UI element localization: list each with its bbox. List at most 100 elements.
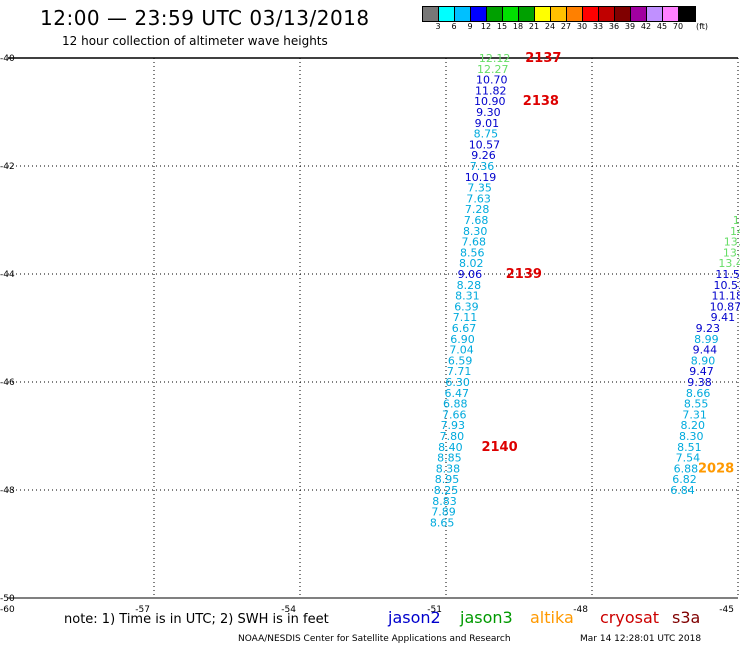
data-label-altika: 8.66 bbox=[686, 387, 711, 400]
chart-subtitle: 12 hour collection of altimeter wave hei… bbox=[62, 34, 328, 48]
data-label-altika: 7.31 bbox=[682, 408, 707, 421]
data-label-jason2: 8.31 bbox=[455, 290, 480, 303]
legend-swatch bbox=[567, 7, 583, 21]
data-label-altika: 13.7 bbox=[723, 246, 740, 259]
data-label-jason2: 7.35 bbox=[467, 182, 492, 195]
data-label-jason2: 8.28 bbox=[457, 279, 482, 292]
data-label-jason2: 10.70 bbox=[476, 74, 508, 87]
x-tick-label: -48 bbox=[573, 605, 588, 615]
legend-swatch bbox=[663, 7, 679, 21]
data-label-altika: 9.47 bbox=[689, 365, 714, 378]
y-tick-label: -46 bbox=[0, 378, 15, 388]
legend-swatch bbox=[519, 7, 535, 21]
data-label-jason2: 8.56 bbox=[460, 246, 485, 259]
data-label-jason2: 7.11 bbox=[453, 311, 478, 324]
pass-label-jason2: 2138 bbox=[523, 94, 559, 109]
legend-label: 27 bbox=[560, 22, 572, 31]
data-label-jason2: 11.82 bbox=[475, 84, 507, 97]
legend-label: 9 bbox=[467, 22, 473, 31]
legend-label: 30 bbox=[576, 22, 588, 31]
data-label-jason2: 7.36 bbox=[470, 160, 495, 173]
data-label-altika: 6.84 bbox=[670, 484, 695, 497]
satellite-label-s3a: s3a bbox=[672, 608, 701, 627]
x-tick-label: -57 bbox=[135, 605, 150, 615]
data-label-jason2: 6.67 bbox=[452, 322, 477, 335]
y-tick-label: -50 bbox=[0, 594, 15, 604]
data-label-jason2: 9.26 bbox=[471, 149, 496, 162]
legend-swatch bbox=[647, 7, 663, 21]
data-label-jason2: 8.38 bbox=[436, 462, 461, 475]
data-label-jason2: 6.39 bbox=[454, 300, 479, 313]
data-label-altika: 8.90 bbox=[691, 354, 716, 367]
data-label-jason2: 9.30 bbox=[476, 106, 501, 119]
data-label-jason2: 6.90 bbox=[450, 333, 475, 346]
legend-label: 21 bbox=[528, 22, 540, 31]
pass-label-jason2: 2139 bbox=[506, 267, 542, 282]
data-label-jason2: 7.71 bbox=[447, 365, 472, 378]
legend-label: 3 bbox=[435, 22, 441, 31]
legend-swatch bbox=[471, 7, 487, 21]
x-tick-label: -45 bbox=[719, 605, 734, 615]
data-label-jason2: 7.80 bbox=[440, 430, 465, 443]
legend-label: 24 bbox=[544, 22, 556, 31]
y-tick-label: -40 bbox=[0, 54, 15, 64]
legend-label: 45 bbox=[656, 22, 668, 31]
data-label-jason2: 6.47 bbox=[444, 387, 469, 400]
data-label-altika: 13.45 bbox=[718, 257, 740, 270]
legend-label: 36 bbox=[608, 22, 620, 31]
credit-text: NOAA/NESDIS Center for Satellite Applica… bbox=[238, 634, 511, 644]
legend-swatch bbox=[455, 7, 471, 21]
data-label-jason2: 6.30 bbox=[445, 376, 470, 389]
legend-swatch bbox=[583, 7, 599, 21]
legend-label: 70 bbox=[672, 22, 684, 31]
data-label-jason2: 12.27 bbox=[477, 63, 509, 76]
y-tick-label: -44 bbox=[0, 270, 15, 280]
legend-label: 6 bbox=[451, 22, 457, 31]
satellite-label-cryosat: cryosat bbox=[600, 608, 660, 627]
y-tick-label: -42 bbox=[0, 162, 15, 172]
data-label-altika: 1. bbox=[733, 214, 740, 227]
y-tick-label: -48 bbox=[0, 486, 15, 496]
legend-swatch bbox=[487, 7, 503, 21]
corner-label: -60 bbox=[0, 605, 15, 615]
data-label-jason2: 8.02 bbox=[459, 257, 484, 270]
data-label-altika: 9.41 bbox=[711, 311, 736, 324]
data-label-jason2: 10.90 bbox=[474, 95, 506, 108]
data-label-jason2: 12.12 bbox=[479, 52, 511, 65]
data-label-altika: 11.59 bbox=[715, 268, 740, 281]
legend-swatch bbox=[599, 7, 615, 21]
legend-label: 39 bbox=[624, 22, 636, 31]
data-label-jason2: 7.66 bbox=[442, 408, 467, 421]
legend-swatch bbox=[439, 7, 455, 21]
legend-label: 33 bbox=[592, 22, 604, 31]
legend-label: 15 bbox=[496, 22, 508, 31]
data-label-altika: 8.99 bbox=[694, 333, 719, 346]
satellite-label-jason3: jason3 bbox=[460, 608, 513, 627]
color-legend-bar bbox=[422, 6, 696, 22]
legend-label: 42 bbox=[640, 22, 652, 31]
data-label-jason2: 8.83 bbox=[432, 495, 457, 508]
legend-swatch bbox=[423, 7, 439, 21]
pass-label-jason2: 2140 bbox=[481, 440, 517, 455]
legend-swatch bbox=[535, 7, 551, 21]
data-label-jason2: 9.06 bbox=[458, 268, 483, 281]
data-label-jason2: 8.30 bbox=[463, 225, 488, 238]
data-label-altika: 10.87 bbox=[710, 300, 740, 313]
data-label-jason2: 8.75 bbox=[474, 128, 499, 141]
legend-label: 18 bbox=[512, 22, 524, 31]
data-label-jason2: 8.85 bbox=[437, 452, 462, 465]
data-label-altika: 6.88 bbox=[674, 462, 699, 475]
data-label-altika: 8.51 bbox=[677, 441, 702, 454]
generated-timestamp: Mar 14 12:28:01 UTC 2018 bbox=[580, 634, 702, 644]
data-label-altika: 6.82 bbox=[672, 473, 697, 486]
chart-title: 12:00 — 23:59 UTC 03/13/2018 bbox=[40, 6, 370, 30]
data-label-jason2: 8.95 bbox=[435, 473, 460, 486]
data-label-altika: 8.30 bbox=[679, 430, 704, 443]
satellite-label-altika: altika bbox=[530, 608, 574, 627]
legend-swatch bbox=[503, 7, 519, 21]
data-label-altika: 13.7 bbox=[724, 236, 740, 249]
legend-label: 12 bbox=[480, 22, 492, 31]
data-label-altika: 10.53 bbox=[713, 279, 740, 292]
data-label-altika: 9.44 bbox=[693, 344, 718, 357]
